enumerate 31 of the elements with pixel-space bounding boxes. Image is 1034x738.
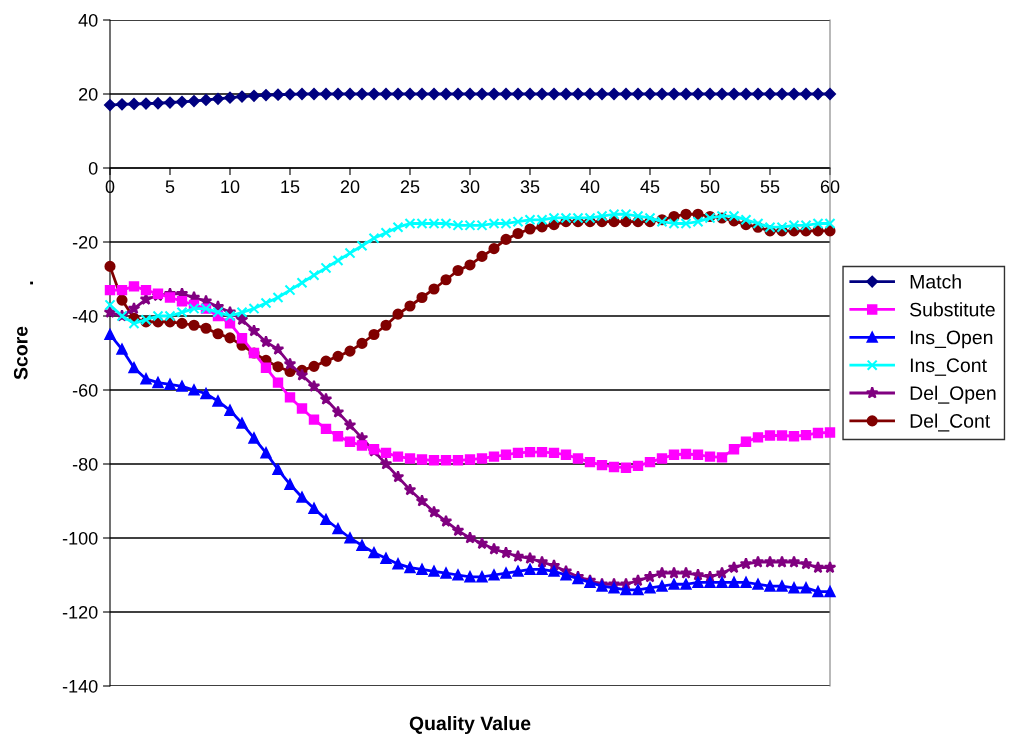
y-tick-label: -40: [72, 309, 98, 323]
x-tick-label: 25: [400, 180, 420, 194]
x-tick-label: 45: [640, 180, 660, 194]
legend-label: Del_Open: [910, 385, 996, 404]
x-tick-label: 10: [221, 180, 240, 194]
y-axis-title: Score: [13, 326, 28, 380]
y-tick-label: -120: [62, 605, 98, 619]
y-tick-label: -60: [72, 383, 98, 397]
x-axis-title: Quality Value: [409, 715, 531, 735]
x-tick-label: 50: [700, 180, 720, 194]
text: .: [30, 281, 34, 285]
legend-label: Substitute: [910, 302, 995, 317]
x-tick-label: 35: [520, 180, 540, 194]
x-tick-label: 15: [281, 180, 300, 194]
legend-label: Del_Cont: [910, 413, 991, 432]
y-tick-label: -140: [62, 679, 98, 693]
x-tick-label: 20: [340, 180, 360, 194]
y-tick-label: -80: [72, 457, 98, 471]
legend-label: Ins_Open: [910, 330, 993, 349]
x-tick-label: 60: [820, 180, 840, 194]
x-tick-label: 55: [760, 180, 780, 194]
x-tick-label: 40: [580, 180, 600, 194]
y-tick-label: 0: [88, 161, 98, 175]
y-tick-label: 40: [78, 13, 98, 27]
legend-label: Match: [910, 274, 961, 289]
y-tick-label: -100: [62, 531, 98, 545]
x-tick-label: 5: [165, 180, 175, 194]
y-tick-label: 20: [79, 87, 98, 101]
x-tick-label: 30: [460, 180, 480, 194]
y-tick-label: -20: [72, 235, 98, 249]
legend-label: Ins_Cont: [910, 358, 987, 376]
